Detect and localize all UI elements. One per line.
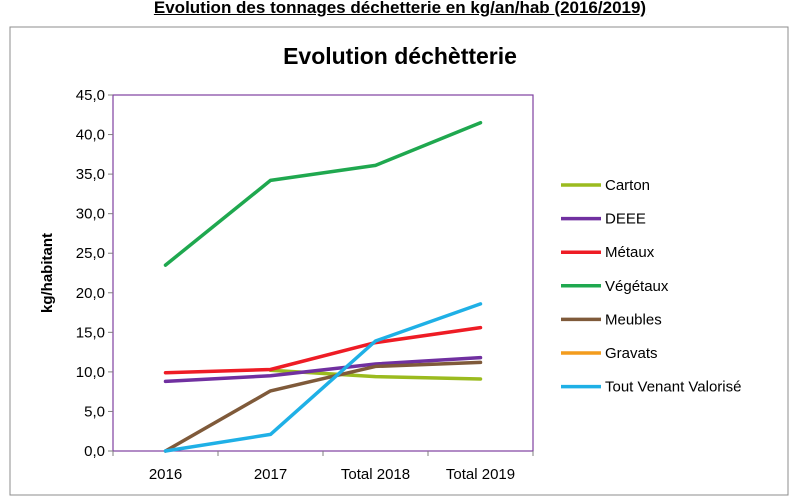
y-axis: 0,0 5,0 10,0 15,0 20,0 25,0 30,0 35,0 40,0 45,0 xyxy=(76,87,113,460)
x-tick-label: 2016 xyxy=(149,466,182,483)
x-tick-label: 2017 xyxy=(254,466,287,483)
y-tick-label: 15,0 xyxy=(76,324,105,341)
page-heading: Evolution des tonnages déchetterie en kg… xyxy=(153,0,647,17)
legend-label: Tout Venant Valorisé xyxy=(605,379,741,396)
y-tick-label: 45,0 xyxy=(76,87,105,104)
x-axis: 2016 2017 Total 2018 Total 2019 xyxy=(112,451,534,483)
y-tick-label: 20,0 xyxy=(76,285,105,302)
legend-label: Métaux xyxy=(605,244,655,261)
x-tick-label: Total 2019 xyxy=(446,466,515,483)
series-line-v-g-taux xyxy=(163,120,483,267)
series-line-deee xyxy=(163,355,483,384)
y-axis-label: kg/habitant xyxy=(39,233,56,313)
plot-area xyxy=(112,94,534,452)
y-tick-label: 10,0 xyxy=(76,364,105,381)
y-tick-label: 35,0 xyxy=(76,166,105,183)
x-tick-label: Total 2018 xyxy=(341,466,410,483)
series-layer xyxy=(163,120,483,453)
series-line-m-taux xyxy=(163,325,483,375)
y-tick-label: 5,0 xyxy=(84,403,105,420)
legend-label: Carton xyxy=(605,177,650,194)
legend-label: Meubles xyxy=(605,311,662,328)
series-line-meubles xyxy=(163,360,483,453)
y-tick-label: 25,0 xyxy=(76,245,105,262)
y-tick-label: 0,0 xyxy=(84,443,105,460)
legend-label: Végétaux xyxy=(605,278,669,295)
series-line-tout-venant-valoris- xyxy=(163,302,483,453)
chart-title: Evolution déchètterie xyxy=(283,43,517,69)
y-tick-label: 30,0 xyxy=(76,206,105,223)
y-tick-label: 40,0 xyxy=(76,127,105,144)
legend-label: DEEE xyxy=(605,211,646,228)
legend-label: Gravats xyxy=(605,345,658,362)
legend: Carton DEEE Métaux Végétaux Meubles Gravats To… xyxy=(561,177,741,396)
